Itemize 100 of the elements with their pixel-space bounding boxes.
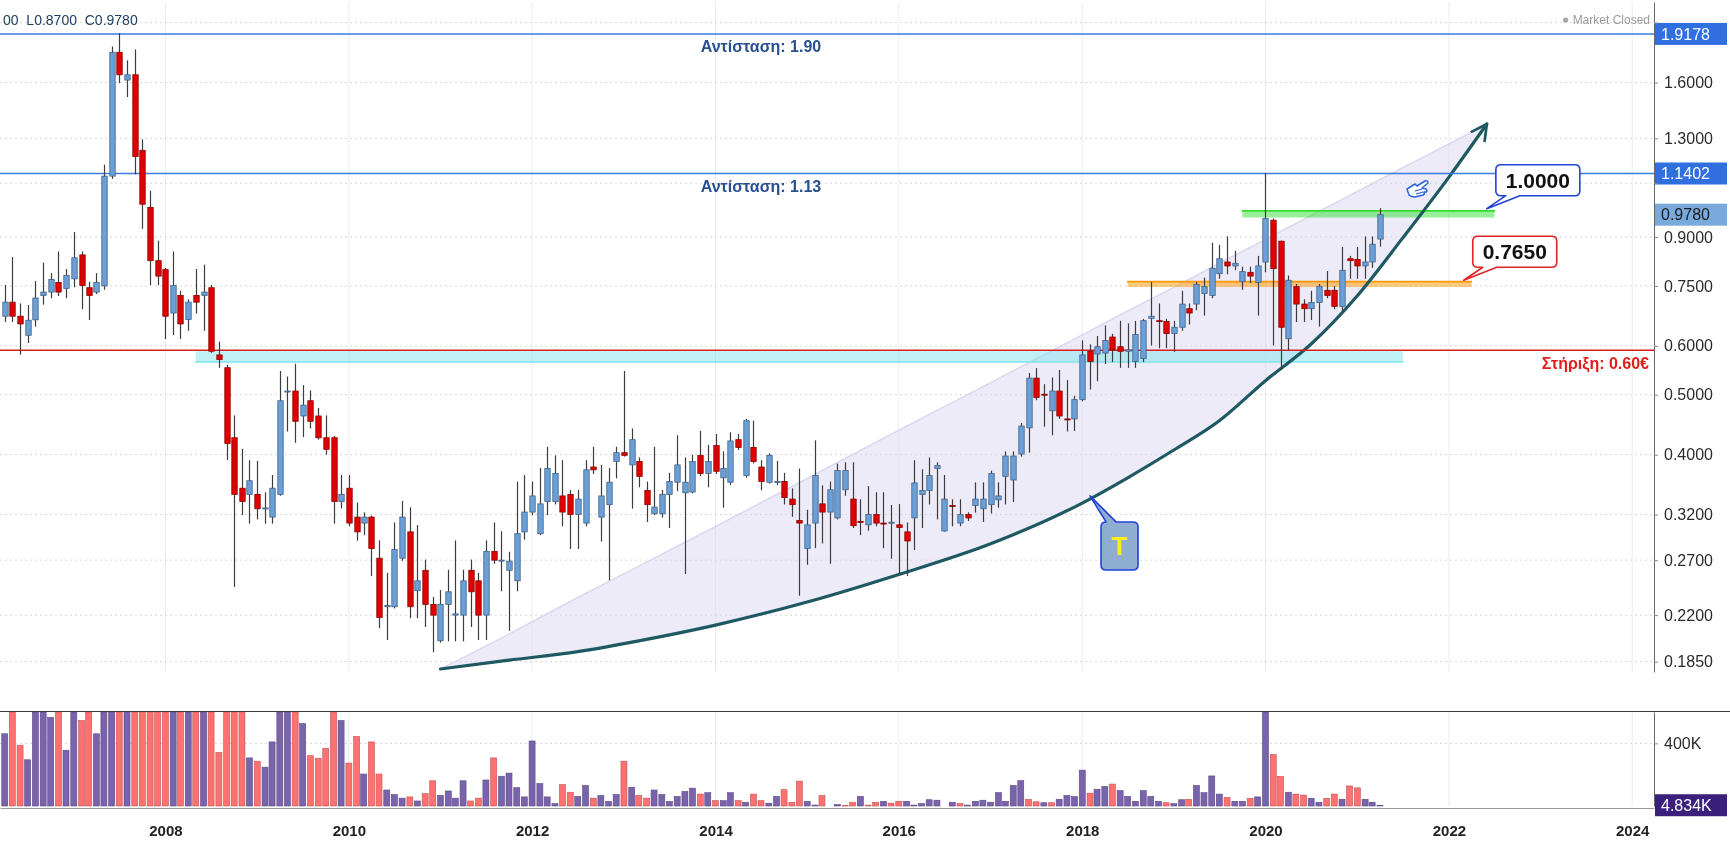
bar (742, 801, 749, 807)
y-tick-label: 0.1850 (1664, 653, 1714, 671)
bar (177, 711, 184, 807)
candlestick (781, 472, 788, 505)
bar (1338, 798, 1346, 807)
x-tick-label: 2020 (1249, 821, 1283, 839)
annotation: T (1111, 531, 1128, 562)
bar (184, 711, 192, 807)
bar (880, 801, 887, 807)
candlestick (124, 60, 131, 98)
bar (818, 795, 826, 807)
bar (1162, 802, 1170, 807)
candlestick (705, 444, 712, 488)
bar (246, 757, 253, 807)
candlestick (185, 299, 192, 331)
y-tick-label: 0.9000 (1664, 228, 1714, 246)
candlestick (896, 504, 903, 575)
candlestick (338, 474, 345, 509)
annotation: Αντίσταση: 1.13 (700, 178, 822, 195)
bar (1048, 802, 1055, 807)
x-tick-label: 2014 (699, 821, 734, 839)
bar (291, 711, 299, 807)
y-tick-label: 0.7500 (1664, 277, 1714, 295)
y-tick-label: 0.6000 (1664, 337, 1714, 355)
y-tick-label: 0.5000 (1664, 386, 1714, 404)
annotation: 00 L0.8700 C0.9780 (3, 12, 138, 28)
bar (55, 711, 62, 807)
bar (1, 733, 9, 807)
candlestick (888, 504, 895, 559)
bar (948, 801, 956, 807)
candlestick (216, 341, 223, 368)
bar (1246, 798, 1254, 807)
candlestick (201, 264, 208, 331)
candlestick (1232, 250, 1239, 271)
candlestick (361, 512, 368, 536)
candlestick (246, 460, 253, 524)
bar (169, 711, 177, 807)
candlestick (590, 446, 597, 475)
bar (123, 711, 131, 807)
candlestick (1049, 377, 1056, 436)
bar (414, 800, 421, 807)
candlestick (697, 430, 704, 477)
y-tick-label: 1.6000 (1664, 74, 1714, 92)
bar (299, 723, 306, 807)
bar (360, 773, 367, 807)
x-tick-label: 2018 (1066, 821, 1100, 839)
x-tick-label: 2012 (515, 821, 550, 839)
y-tick-label: 0.2200 (1664, 606, 1714, 624)
candlestick (193, 269, 200, 314)
candlestick (414, 525, 421, 619)
annotation: Στήριξη: 0.60€ (1541, 354, 1650, 373)
candlestick (1087, 344, 1094, 390)
candlestick (750, 420, 757, 464)
bar (956, 803, 964, 807)
bar (200, 711, 207, 807)
bar (1223, 797, 1231, 807)
candlestick (2, 284, 9, 323)
bar (857, 796, 864, 807)
bar (1185, 798, 1192, 807)
candlestick (865, 486, 872, 531)
candlestick (116, 33, 123, 84)
bar (1285, 791, 1292, 807)
bar (482, 779, 490, 807)
x-tick-label: 2008 (149, 821, 183, 839)
candlestick (55, 251, 62, 296)
candlestick (789, 488, 796, 517)
candlestick (613, 446, 620, 479)
x-tick-label: 2010 (332, 821, 367, 839)
candlestick (1224, 236, 1231, 275)
bar (704, 792, 712, 807)
candlestick (284, 376, 291, 432)
candlestick (957, 499, 964, 527)
candlestick (254, 460, 261, 520)
bar (620, 760, 628, 807)
candlestick (25, 305, 32, 343)
candlestick (949, 499, 956, 527)
bar (253, 760, 261, 807)
ref-line-label: 1.1402 (1661, 165, 1711, 183)
annotation: Αντίσταση: 1.90 (700, 38, 822, 56)
candlestick (796, 468, 803, 596)
bar (1086, 792, 1094, 807)
x-tick-label: 2016 (882, 821, 916, 839)
y-tick-label: 1.3000 (1664, 129, 1714, 147)
candlestick (904, 522, 911, 577)
x-tick-label: 2024 (1615, 821, 1650, 839)
bar (115, 711, 123, 807)
bar (192, 711, 200, 807)
annotation: Market Closed (1572, 13, 1650, 27)
bar (337, 720, 345, 807)
bar (1109, 783, 1116, 807)
bar (406, 796, 414, 807)
bar (734, 800, 742, 807)
x-tick-label: 2022 (1432, 821, 1467, 839)
y-tick-label: 0.3200 (1664, 506, 1714, 524)
y-tick-label: 0.2700 (1664, 551, 1714, 569)
candlestick (300, 385, 307, 438)
candlestick (804, 509, 811, 565)
candlestick (934, 462, 941, 520)
y-tick-label: 0.4000 (1664, 446, 1714, 464)
ref-line-label: 1.9178 (1661, 25, 1711, 43)
